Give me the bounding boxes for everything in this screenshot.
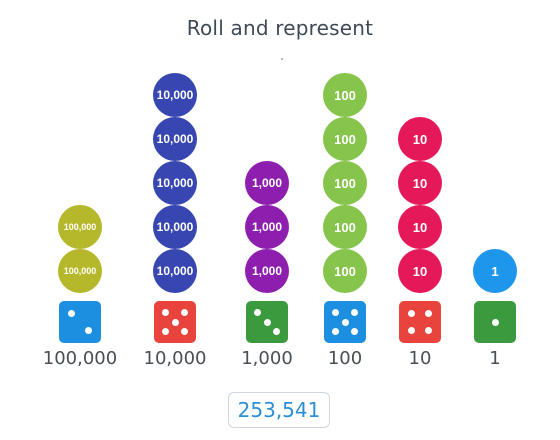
die-pip <box>408 310 416 318</box>
die-pip <box>408 326 416 334</box>
place-value-counter[interactable]: 1,000 <box>245 205 289 249</box>
die-pip <box>424 310 432 318</box>
place-value-counter[interactable]: 10,000 <box>153 73 197 117</box>
die-icon[interactable] <box>59 301 101 343</box>
die-pip <box>162 309 170 317</box>
place-value-label: 10 <box>408 348 432 369</box>
place-value-label: 100 <box>327 348 363 369</box>
place-value-counter[interactable]: 10,000 <box>153 205 197 249</box>
die-icon[interactable] <box>246 301 288 343</box>
place-value-counter[interactable]: 1,000 <box>245 161 289 205</box>
place-value-counter[interactable]: 10 <box>398 249 442 293</box>
place-value-counter[interactable]: 10,000 <box>153 161 197 205</box>
place-value-label: 10,000 <box>143 348 207 369</box>
place-value-counter[interactable]: 10 <box>398 161 442 205</box>
decorative-dot <box>281 58 283 60</box>
die-pip <box>272 327 280 335</box>
die-icon[interactable] <box>324 301 366 343</box>
place-value-label: 100,000 <box>42 348 118 369</box>
place-value-counter[interactable]: 100,000 <box>58 249 102 293</box>
die-pip <box>350 309 358 317</box>
die-pip <box>263 318 271 326</box>
place-value-counter[interactable]: 100 <box>323 117 367 161</box>
die-pip <box>180 309 188 317</box>
die-pip <box>424 326 432 334</box>
place-value-counter[interactable]: 100 <box>323 73 367 117</box>
place-value-counter[interactable]: 10,000 <box>153 117 197 161</box>
die-icon[interactable] <box>399 301 441 343</box>
die-pip <box>332 309 340 317</box>
total-value-box: 253,541 <box>228 392 330 428</box>
place-value-counter[interactable]: 10,000 <box>153 249 197 293</box>
die-pip <box>254 309 262 317</box>
place-value-counter[interactable]: 1 <box>473 249 517 293</box>
die-pip <box>350 327 358 335</box>
die-pip <box>162 327 170 335</box>
place-value-counter[interactable]: 10 <box>398 117 442 161</box>
die-pip <box>491 318 499 326</box>
die-pip <box>332 327 340 335</box>
place-value-counter[interactable]: 100 <box>323 249 367 293</box>
place-value-counter[interactable]: 100,000 <box>58 205 102 249</box>
place-value-counter[interactable]: 10 <box>398 205 442 249</box>
place-value-label: 1,000 <box>241 348 293 369</box>
place-value-counter[interactable]: 100 <box>323 205 367 249</box>
die-pip <box>180 327 188 335</box>
place-value-counter[interactable]: 1,000 <box>245 249 289 293</box>
die-pip <box>68 310 76 318</box>
die-pip <box>171 318 179 326</box>
die-icon[interactable] <box>474 301 516 343</box>
die-icon[interactable] <box>154 301 196 343</box>
die-pip <box>84 326 92 334</box>
place-value-label: 1 <box>489 348 501 369</box>
die-pip <box>341 318 349 326</box>
place-value-counter[interactable]: 100 <box>323 161 367 205</box>
page-title: Roll and represent <box>186 16 374 40</box>
